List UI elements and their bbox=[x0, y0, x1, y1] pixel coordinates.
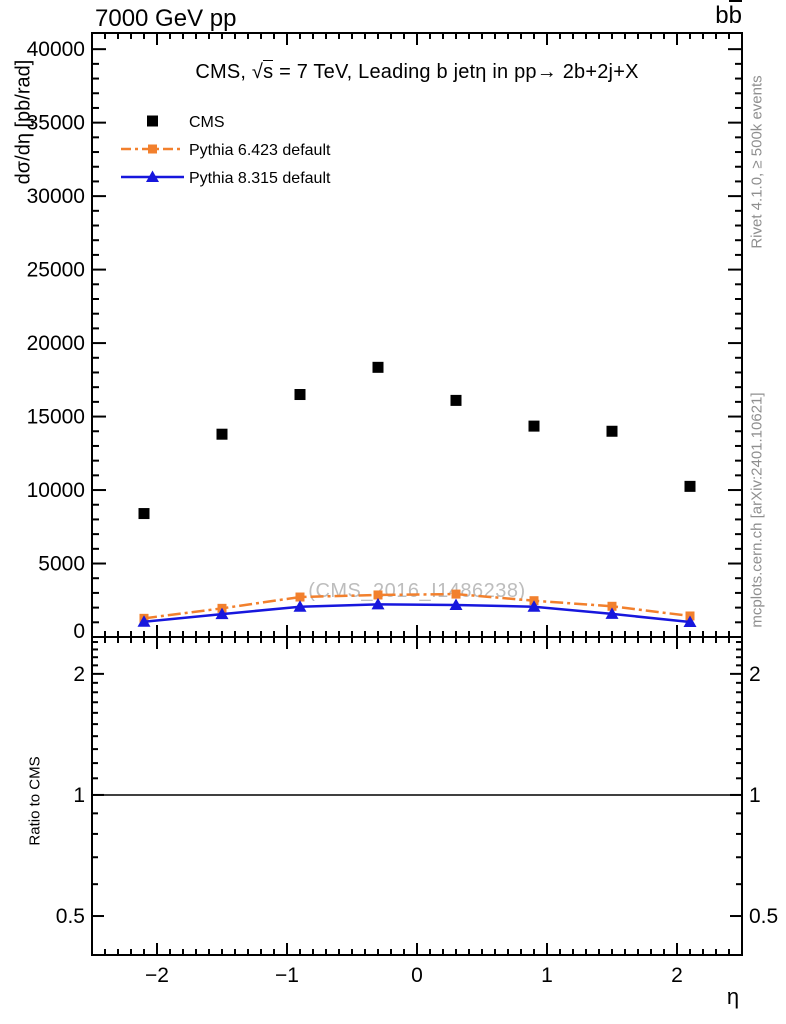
legend-marker bbox=[148, 144, 157, 154]
ratio-tick-label: 0.5 bbox=[749, 905, 778, 928]
data-point-pythia-6-423-default bbox=[451, 589, 461, 599]
process-quark: b bbox=[715, 2, 729, 29]
y-tick-label: 25000 bbox=[27, 259, 85, 282]
y-tick-label: 30000 bbox=[27, 185, 85, 208]
data-point-pythia-8-315-default bbox=[605, 607, 619, 619]
series-line-pythia-8-315-default bbox=[143, 603, 691, 624]
ratio-tick-label: 0.5 bbox=[56, 905, 85, 928]
ratio-tick-label: 2 bbox=[73, 663, 85, 686]
y-axis-title: dσ/dη [pb/rad] bbox=[12, 59, 35, 185]
data-point-pythia-6-423-default bbox=[295, 592, 305, 602]
data-point-cms bbox=[372, 361, 384, 373]
mcplots-credit-label: mcplots.cern.ch [arXiv:2401.10621] bbox=[748, 392, 766, 628]
rivet-version-label: Rivet 4.1.0, ≥ 500k events bbox=[748, 75, 766, 249]
data-point-pythia-6-423-default bbox=[607, 601, 617, 611]
y-tick-label: 35000 bbox=[27, 112, 85, 135]
plot-title: CMS, √s = 7 TeV, Leading b jetη in pp→ 2… bbox=[92, 60, 742, 84]
ratio-axis-title: Ratio to CMS bbox=[26, 756, 44, 846]
legend-label: Pythia 8.315 default bbox=[189, 170, 331, 187]
ratio-tick-label: 1 bbox=[73, 784, 85, 807]
process-antiquark: b bbox=[728, 0, 742, 29]
data-point-pythia-8-315-default bbox=[683, 615, 697, 628]
data-point-pythia-8-315-default bbox=[293, 600, 307, 612]
y-tick-label: 10000 bbox=[27, 479, 85, 502]
data-point-pythia-8-315-default bbox=[215, 607, 229, 620]
legend-label: Pythia 6.423 default bbox=[189, 142, 331, 159]
y-tick-label: 40000 bbox=[27, 38, 85, 61]
data-point-cms bbox=[528, 420, 540, 432]
legend-marker bbox=[146, 170, 159, 182]
plot-title-pre: CMS, bbox=[195, 61, 252, 83]
data-point-cms bbox=[138, 508, 150, 520]
data-point-cms bbox=[684, 480, 696, 492]
x-axis-title: η bbox=[726, 984, 740, 1009]
data-point-cms bbox=[450, 394, 462, 406]
data-point-cms bbox=[294, 389, 306, 401]
ratio-tick-label: 1 bbox=[749, 784, 761, 807]
data-point-pythia-8-315-default bbox=[449, 598, 463, 610]
data-point-cms bbox=[216, 428, 228, 440]
data-point-pythia-6-423-default bbox=[373, 590, 383, 600]
data-point-pythia-8-315-default bbox=[527, 600, 541, 612]
legend-marker bbox=[147, 115, 158, 127]
data-point-cms bbox=[606, 425, 618, 437]
process-label: bb bbox=[92, 0, 742, 30]
y-tick-label: 5000 bbox=[38, 553, 85, 576]
y-tick-label: 0 bbox=[73, 620, 85, 643]
data-point-pythia-8-315-default bbox=[371, 597, 385, 610]
x-tick-label: 0 bbox=[411, 964, 423, 987]
beam-energy-label: 7000 GeV pp bbox=[95, 5, 237, 32]
x-tick-label: −1 bbox=[275, 964, 299, 987]
y-tick-label: 15000 bbox=[27, 406, 85, 429]
ratio-tick-label: 2 bbox=[749, 663, 761, 686]
x-tick-label: −2 bbox=[145, 964, 169, 987]
sqrt-icon: √ bbox=[251, 61, 264, 83]
y-tick-label: 20000 bbox=[27, 332, 85, 355]
data-point-pythia-8-315-default bbox=[137, 615, 151, 627]
x-tick-label: 1 bbox=[541, 964, 553, 987]
plot-title-sqrt-arg: s bbox=[263, 60, 274, 83]
plot-title-post: = 7 TeV, Leading b jetη in pp→ 2b+2j+X bbox=[273, 61, 639, 83]
x-tick-label: 2 bbox=[671, 964, 683, 987]
legend-label: CMS bbox=[189, 114, 225, 131]
series-line-pythia-6-423-default bbox=[143, 592, 691, 620]
ratio-panel-frame bbox=[91, 636, 743, 956]
